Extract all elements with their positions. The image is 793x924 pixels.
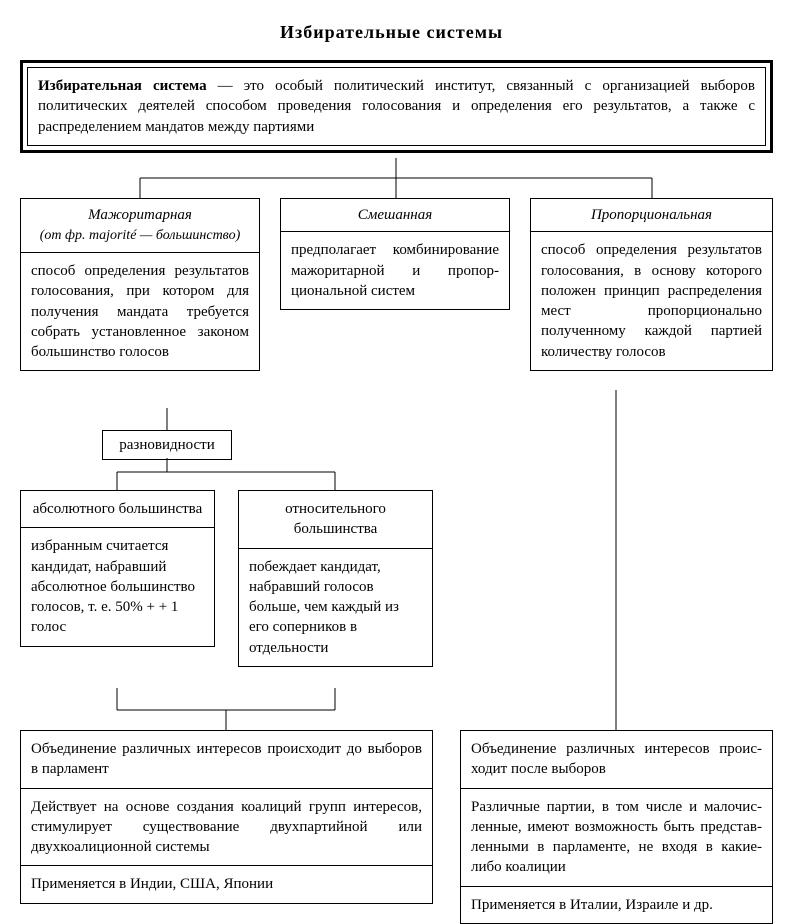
bl-row1: Объединение различных интересов происход… — [21, 731, 432, 788]
bl-row2: Действует на основе создания коалиций гр… — [21, 788, 432, 866]
prop-desc: способ определения резуль­татов голосова… — [531, 232, 772, 370]
br-row3: Применяется в Италии, Израиле и др. — [461, 886, 772, 923]
br-row2: Различные партии, в том числе и малочис­… — [461, 788, 772, 886]
mixed-title: Смешанная — [358, 207, 432, 223]
abs-title: абсолютного большинства — [33, 501, 202, 517]
definition-text: Избирательная система — это особый полит… — [27, 67, 766, 146]
mixed-header: Смешанная — [281, 199, 509, 232]
page-title: Избирательные системы — [280, 22, 503, 43]
box-proportional: Пропорциональная способ определения резу… — [530, 198, 773, 371]
rel-title: относительного большинства — [285, 501, 386, 537]
prop-header: Пропорциональная — [531, 199, 772, 232]
mixed-desc: предполагает комбиниро­ва­ние мажоритарн… — [281, 232, 509, 309]
abs-desc: избранным считается кандидат, набравший … — [21, 528, 214, 645]
diagram-canvas: Избирательные системы Избирательная сист… — [0, 0, 793, 903]
definition-box: Избирательная система — это особый полит… — [20, 60, 773, 153]
bottom-left-box: Объединение различных интересов происход… — [20, 730, 433, 904]
major-title: Мажоритарная — [88, 207, 192, 223]
box-mixed: Смешанная предполагает комбиниро­ва­ние … — [280, 198, 510, 310]
rel-header: относительного большинства — [239, 491, 432, 549]
bottom-right-box: Объединение различных интересов проис­хо… — [460, 730, 773, 924]
box-absolute: абсолютного большинства избранным считае… — [20, 490, 215, 647]
varieties-label-box: разновидности — [102, 430, 232, 460]
definition-term: Избирательная система — [38, 78, 207, 94]
br-row1: Объединение различных интересов проис­хо… — [461, 731, 772, 788]
prop-title: Пропорциональная — [591, 207, 712, 223]
rel-desc: побеждает кандидат, набравший голосов бо… — [239, 549, 432, 666]
abs-header: абсолютного большинства — [21, 491, 214, 528]
major-sub: (от фр. majorité — большинство) — [40, 228, 240, 243]
varieties-label: разновидности — [119, 437, 215, 453]
box-majoritarian: Мажоритарная (от фр. majorité — большинс… — [20, 198, 260, 371]
bl-row3: Применяется в Индии, США, Японии — [21, 865, 432, 902]
box-relative: относительного большинства побеждает кан… — [238, 490, 433, 667]
major-header: Мажоритарная (от фр. majorité — большинс… — [21, 199, 259, 253]
major-desc: способ определения резуль­татов голосова… — [21, 253, 259, 370]
